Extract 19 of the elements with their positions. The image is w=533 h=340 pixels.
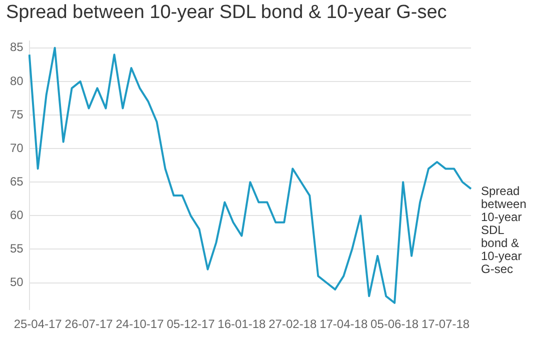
x-tick-label: 05-12-17 (166, 317, 216, 332)
y-tick-label: 60 (10, 208, 24, 222)
x-tick-label: 26-07-17 (64, 317, 114, 332)
y-tick-label: 75 (10, 107, 24, 122)
y-tick-label: 70 (10, 140, 24, 155)
series-label: Spread between 10-year SDL bond & 10-year G-sec (481, 184, 526, 276)
x-tick-label: 16-01-18 (218, 317, 266, 332)
x-tick-label: 17-07-18 (421, 317, 470, 332)
x-tick-label: 25-04-17 (14, 317, 62, 332)
x-tick-label: 27-02-18 (268, 317, 317, 332)
y-tick-label: 50 (10, 275, 24, 290)
y-tick-label: 55 (10, 242, 24, 256)
y-tick-label: 65 (10, 174, 24, 188)
y-tick-label: 85 (10, 40, 24, 54)
x-tick-label: 24-10-17 (116, 317, 164, 332)
x-tick-label: 17-04-18 (320, 317, 368, 332)
chart-title: Spread between 10-year SDL bond & 10-year G-sec (6, 2, 447, 24)
x-tick-label: 05-06-18 (370, 317, 419, 332)
y-tick-label: 80 (10, 74, 24, 88)
